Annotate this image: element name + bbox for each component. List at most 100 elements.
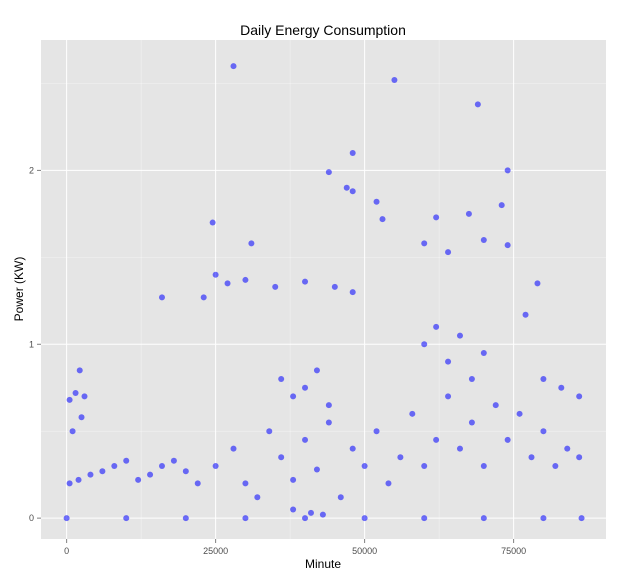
data-point — [433, 214, 440, 221]
data-point — [391, 76, 398, 83]
data-point — [445, 249, 452, 256]
data-point — [343, 184, 350, 191]
data-point — [224, 280, 231, 287]
data-point — [421, 515, 428, 522]
y-axis-ticks: 0 1 2 — [29, 165, 41, 523]
data-point — [504, 242, 511, 249]
data-point — [209, 219, 216, 226]
chart-title: Daily Energy Consumption — [240, 22, 406, 38]
x-tick-label: 50000 — [352, 546, 377, 556]
data-point — [307, 509, 314, 516]
data-point — [123, 457, 130, 464]
data-point — [313, 466, 320, 473]
data-point — [445, 358, 452, 365]
data-point — [182, 468, 189, 475]
y-tick-label: 1 — [29, 339, 34, 349]
data-point — [528, 454, 535, 461]
data-point — [212, 462, 219, 469]
data-point — [158, 462, 165, 469]
data-point — [81, 393, 88, 400]
data-point — [337, 494, 344, 501]
data-point — [76, 367, 83, 374]
data-point — [290, 506, 297, 513]
data-point — [564, 445, 571, 452]
data-point — [468, 419, 475, 426]
data-point — [135, 476, 142, 483]
data-point — [230, 63, 237, 70]
data-point — [361, 462, 368, 469]
data-point — [230, 445, 237, 452]
x-tick-label: 25000 — [203, 546, 228, 556]
data-point — [465, 210, 472, 217]
data-point — [200, 294, 207, 301]
data-point — [385, 480, 392, 487]
x-tick-label: 0 — [64, 546, 69, 556]
data-point — [123, 515, 130, 522]
data-point — [480, 462, 487, 469]
data-point — [111, 462, 118, 469]
data-point — [552, 462, 559, 469]
data-point — [170, 457, 177, 464]
data-point — [379, 216, 386, 223]
data-point — [504, 167, 511, 174]
data-point — [480, 236, 487, 243]
data-point — [373, 198, 380, 205]
data-point — [480, 515, 487, 522]
data-point — [87, 471, 94, 478]
data-point — [492, 402, 499, 409]
data-point — [266, 428, 273, 435]
data-point — [456, 332, 463, 339]
data-point — [78, 414, 85, 421]
data-point — [75, 476, 82, 483]
data-point — [302, 384, 309, 391]
data-point — [66, 480, 73, 487]
data-point — [349, 188, 356, 195]
data-point — [290, 476, 297, 483]
data-point — [558, 384, 565, 391]
x-axis-label: Minute — [305, 557, 341, 571]
data-point — [69, 428, 76, 435]
data-point — [540, 515, 547, 522]
data-point — [242, 276, 249, 283]
data-point — [242, 480, 249, 487]
data-point — [325, 419, 332, 426]
data-points — [63, 63, 585, 522]
y-axis-label: Power (KW) — [12, 257, 26, 322]
data-point — [480, 349, 487, 356]
data-point — [212, 271, 219, 278]
data-point — [158, 294, 165, 301]
data-point — [272, 283, 279, 290]
data-point — [540, 376, 547, 383]
data-point — [248, 240, 255, 247]
data-point — [313, 367, 320, 374]
y-tick-label: 2 — [29, 165, 34, 175]
data-point — [409, 410, 416, 417]
data-point — [331, 283, 338, 290]
data-point — [534, 280, 541, 287]
data-point — [349, 289, 356, 296]
data-point — [147, 471, 154, 478]
data-point — [72, 389, 79, 396]
plot-panel — [41, 40, 606, 539]
data-point — [302, 278, 309, 285]
data-point — [540, 428, 547, 435]
data-point — [278, 454, 285, 461]
data-point — [361, 515, 368, 522]
data-point — [349, 150, 356, 157]
data-point — [522, 311, 529, 318]
data-point — [290, 393, 297, 400]
data-point — [325, 402, 332, 409]
data-point — [349, 445, 356, 452]
y-tick-label: 0 — [29, 513, 34, 523]
x-tick-label: 75000 — [501, 546, 526, 556]
data-point — [421, 240, 428, 247]
data-point — [254, 494, 261, 501]
data-point — [421, 462, 428, 469]
data-point — [66, 396, 73, 403]
data-point — [498, 202, 505, 209]
data-point — [576, 454, 583, 461]
data-point — [433, 323, 440, 330]
grid-lines — [41, 40, 606, 539]
data-point — [99, 468, 106, 475]
data-point — [433, 436, 440, 443]
